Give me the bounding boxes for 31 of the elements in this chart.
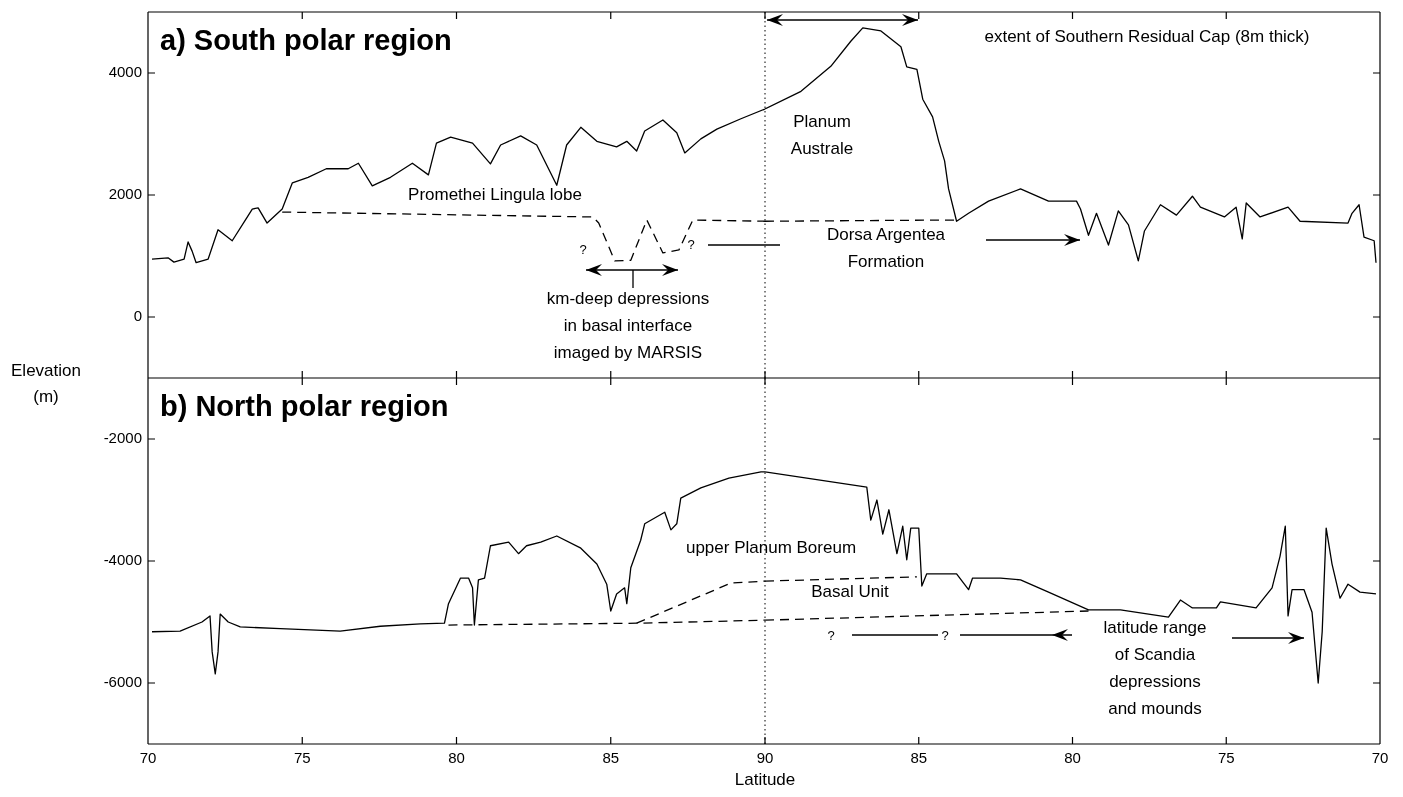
x-tick-label: 90 (756, 749, 774, 767)
y-tick-label: -2000 (103, 429, 142, 447)
y-tick-label: 4000 (108, 63, 142, 81)
x-tick-label: 85 (602, 749, 620, 767)
x-tick-label: 85 (910, 749, 928, 767)
x-tick-label: 75 (1217, 749, 1235, 767)
annotation: ? (941, 626, 949, 645)
x-tick-label: 75 (293, 749, 311, 767)
annotation: ? (579, 240, 587, 259)
annotation: upper Planum Boreum (685, 536, 857, 559)
chart-title: b) North polar region (160, 390, 449, 422)
annotation: Dorsa Argentea Formation (826, 224, 946, 273)
y-tick-label: -6000 (103, 673, 142, 691)
x-axis-title: Latitude (734, 770, 796, 790)
x-tick-label: 80 (1064, 749, 1081, 767)
y-tick-label: 2000 (108, 185, 142, 203)
annotation: Basal Unit (811, 580, 889, 603)
chart-title: a) South polar region (160, 24, 452, 56)
annotation: ? (687, 235, 695, 254)
y-tick-label: 0 (133, 307, 142, 325)
annotation: km-deep depressions in basal interface imaged by MARSIS (546, 287, 710, 364)
x-tick-label: 70 (1371, 749, 1389, 767)
annotation: Promethei Lingula lobe (408, 183, 582, 206)
annotation: ? (827, 626, 835, 645)
annotation: Planum Australe (790, 111, 854, 160)
x-tick-label: 70 (139, 749, 157, 767)
y-axis-title: Elevation (m) (10, 360, 82, 408)
annotation: latitude range of Scandia depressions and mounds (1103, 617, 1207, 720)
annotation: extent of Southern Residual Cap (8m thick) (984, 25, 1310, 48)
y-tick-label: -4000 (103, 551, 142, 569)
x-tick-label: 80 (448, 749, 465, 767)
